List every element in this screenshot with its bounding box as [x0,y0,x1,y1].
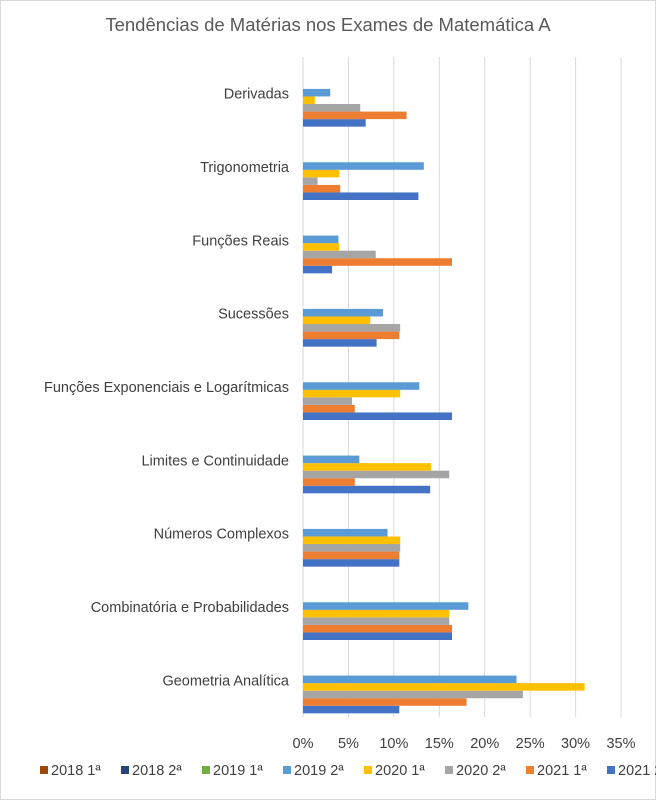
legend-label: 2020 2ª [456,763,506,779]
x-axis-tick-labels: 0% 5% 10% 15% 20% 25% 30% 35% [293,736,636,752]
legend-item: 2018 2ª [121,763,182,779]
bars [303,88,585,714]
bar-2020-2-numeros-complexos [303,544,401,552]
bar-2021-2-funcoes-reais [303,265,333,274]
x-tick-label: 15% [425,736,454,752]
x-tick-label: 35% [606,736,635,752]
bar-2019-2-funcoes-reais [303,235,339,244]
legend-item: 2019 2ª [283,763,344,779]
legend-label: 2019 1ª [213,763,263,779]
x-tick-label: 10% [379,736,408,752]
bar-2019-2-numeros-complexos [303,528,388,537]
bar-2021-2-geometria-analitica [303,705,400,714]
legend-item: 2021 1ª [526,763,587,779]
bar-2020-1-funcoes-reais [303,243,340,251]
category-label: Funções Reais [192,233,289,249]
category-label: Números Complexos [154,527,289,543]
bar-2019-2-funcoes-exponenciais-e-logaritmicas [303,382,420,390]
legend-item: 2019 1ª [202,763,263,779]
bar-2021-1-funcoes-reais [303,258,453,266]
legend-swatch [283,766,291,774]
bar-2021-1-numeros-complexos [303,551,400,560]
legend-item: 2020 2ª [445,763,506,779]
legend-label: 2018 1ª [51,763,101,779]
x-tick-label: 0% [293,736,314,752]
bar-2020-2-derivadas [303,104,361,112]
bar-2020-1-sucessoes [303,316,371,325]
bar-2019-2-sucessoes [303,308,383,317]
bar-2021-2-numeros-complexos [303,559,400,567]
bar-2021-1-combinatoria-e-probabilidades [303,624,453,633]
category-label: Derivadas [224,87,289,103]
legend-item: 2020 1ª [364,763,425,779]
category-label: Sucessões [218,307,289,323]
bar-2021-2-limites-e-continuidade [303,485,431,494]
bar-2021-1-trigonometria [303,184,341,193]
legend-swatch [364,766,372,774]
bar-2019-2-combinatoria-e-probabilidades [303,602,469,610]
legend: 2018 1ª 2018 2ª 2019 1ª 2019 2ª 2020 1ª 2020 … [40,763,656,779]
bar-2021-2-derivadas [303,119,366,127]
bar-2020-1-geometria-analitica [303,683,585,691]
bar-2020-1-numeros-complexos [303,536,401,545]
bar-2020-1-combinatoria-e-probabilidades [303,609,450,618]
bar-2020-1-derivadas [303,96,315,105]
bar-2021-2-funcoes-exponenciais-e-logaritmicas [303,412,453,420]
bar-2020-2-sucessoes [303,324,401,332]
category-label: Geometria Analítica [162,673,289,689]
bar-2021-2-sucessoes [303,339,377,347]
bar-2020-2-trigonometria [303,177,318,185]
category-labels: Derivadas Trigonometria Funções Reais Suces… [44,87,290,690]
bar-2021-1-sucessoes [303,331,400,340]
legend-item: 2021 2ª [607,763,656,779]
category-label: Limites e Continuidade [141,453,289,469]
bar-2020-2-geometria-analitica [303,690,523,699]
category-label: Combinatória e Probabilidades [91,600,289,616]
legend-label: 2020 1ª [375,763,425,779]
bar-2019-2-derivadas [303,88,331,97]
legend-swatch [40,766,48,774]
bar-2020-1-funcoes-exponenciais-e-logaritmicas [303,389,401,398]
bar-2021-1-geometria-analitica [303,698,467,706]
legend-label: 2021 2ª [618,763,656,779]
bar-2021-1-funcoes-exponenciais-e-logaritmicas [303,404,355,413]
category-label: Funções Exponenciais e Logarítmicas [44,380,289,396]
bar-2021-1-limites-e-continuidade [303,478,355,486]
bar-2020-2-limites-e-continuidade [303,470,450,479]
legend-swatch [202,766,210,774]
x-tick-label: 20% [470,736,499,752]
bar-2021-1-derivadas [303,111,407,120]
bar-2020-1-trigonometria [303,169,340,178]
bar-2021-2-combinatoria-e-probabilidades [303,632,453,640]
legend-swatch [607,766,615,774]
bar-2019-2-geometria-analitica [303,675,517,684]
legend-item: 2018 1ª [40,763,101,779]
chart-title: Tendências de Matérias nos Exames de Mat… [105,14,551,35]
legend-swatch [526,766,534,774]
x-tick-label: 30% [561,736,590,752]
legend-label: 2018 2ª [132,763,182,779]
bar-2020-2-combinatoria-e-probabilidades [303,617,450,625]
legend-label: 2019 2ª [294,763,344,779]
legend-swatch [445,766,453,774]
bar-2019-2-trigonometria [303,162,424,170]
bar-2021-2-trigonometria [303,192,419,200]
bar-2019-2-limites-e-continuidade [303,455,360,464]
category-label: Trigonometria [200,160,290,176]
bar-2020-1-limites-e-continuidade [303,463,432,471]
x-tick-label: 5% [338,736,359,752]
legend-label: 2021 1ª [537,763,587,779]
bar-2020-2-funcoes-exponenciais-e-logaritmicas [303,397,353,405]
x-tick-label: 25% [516,736,545,752]
bar-2020-2-funcoes-reais [303,250,376,259]
legend-swatch [121,766,129,774]
